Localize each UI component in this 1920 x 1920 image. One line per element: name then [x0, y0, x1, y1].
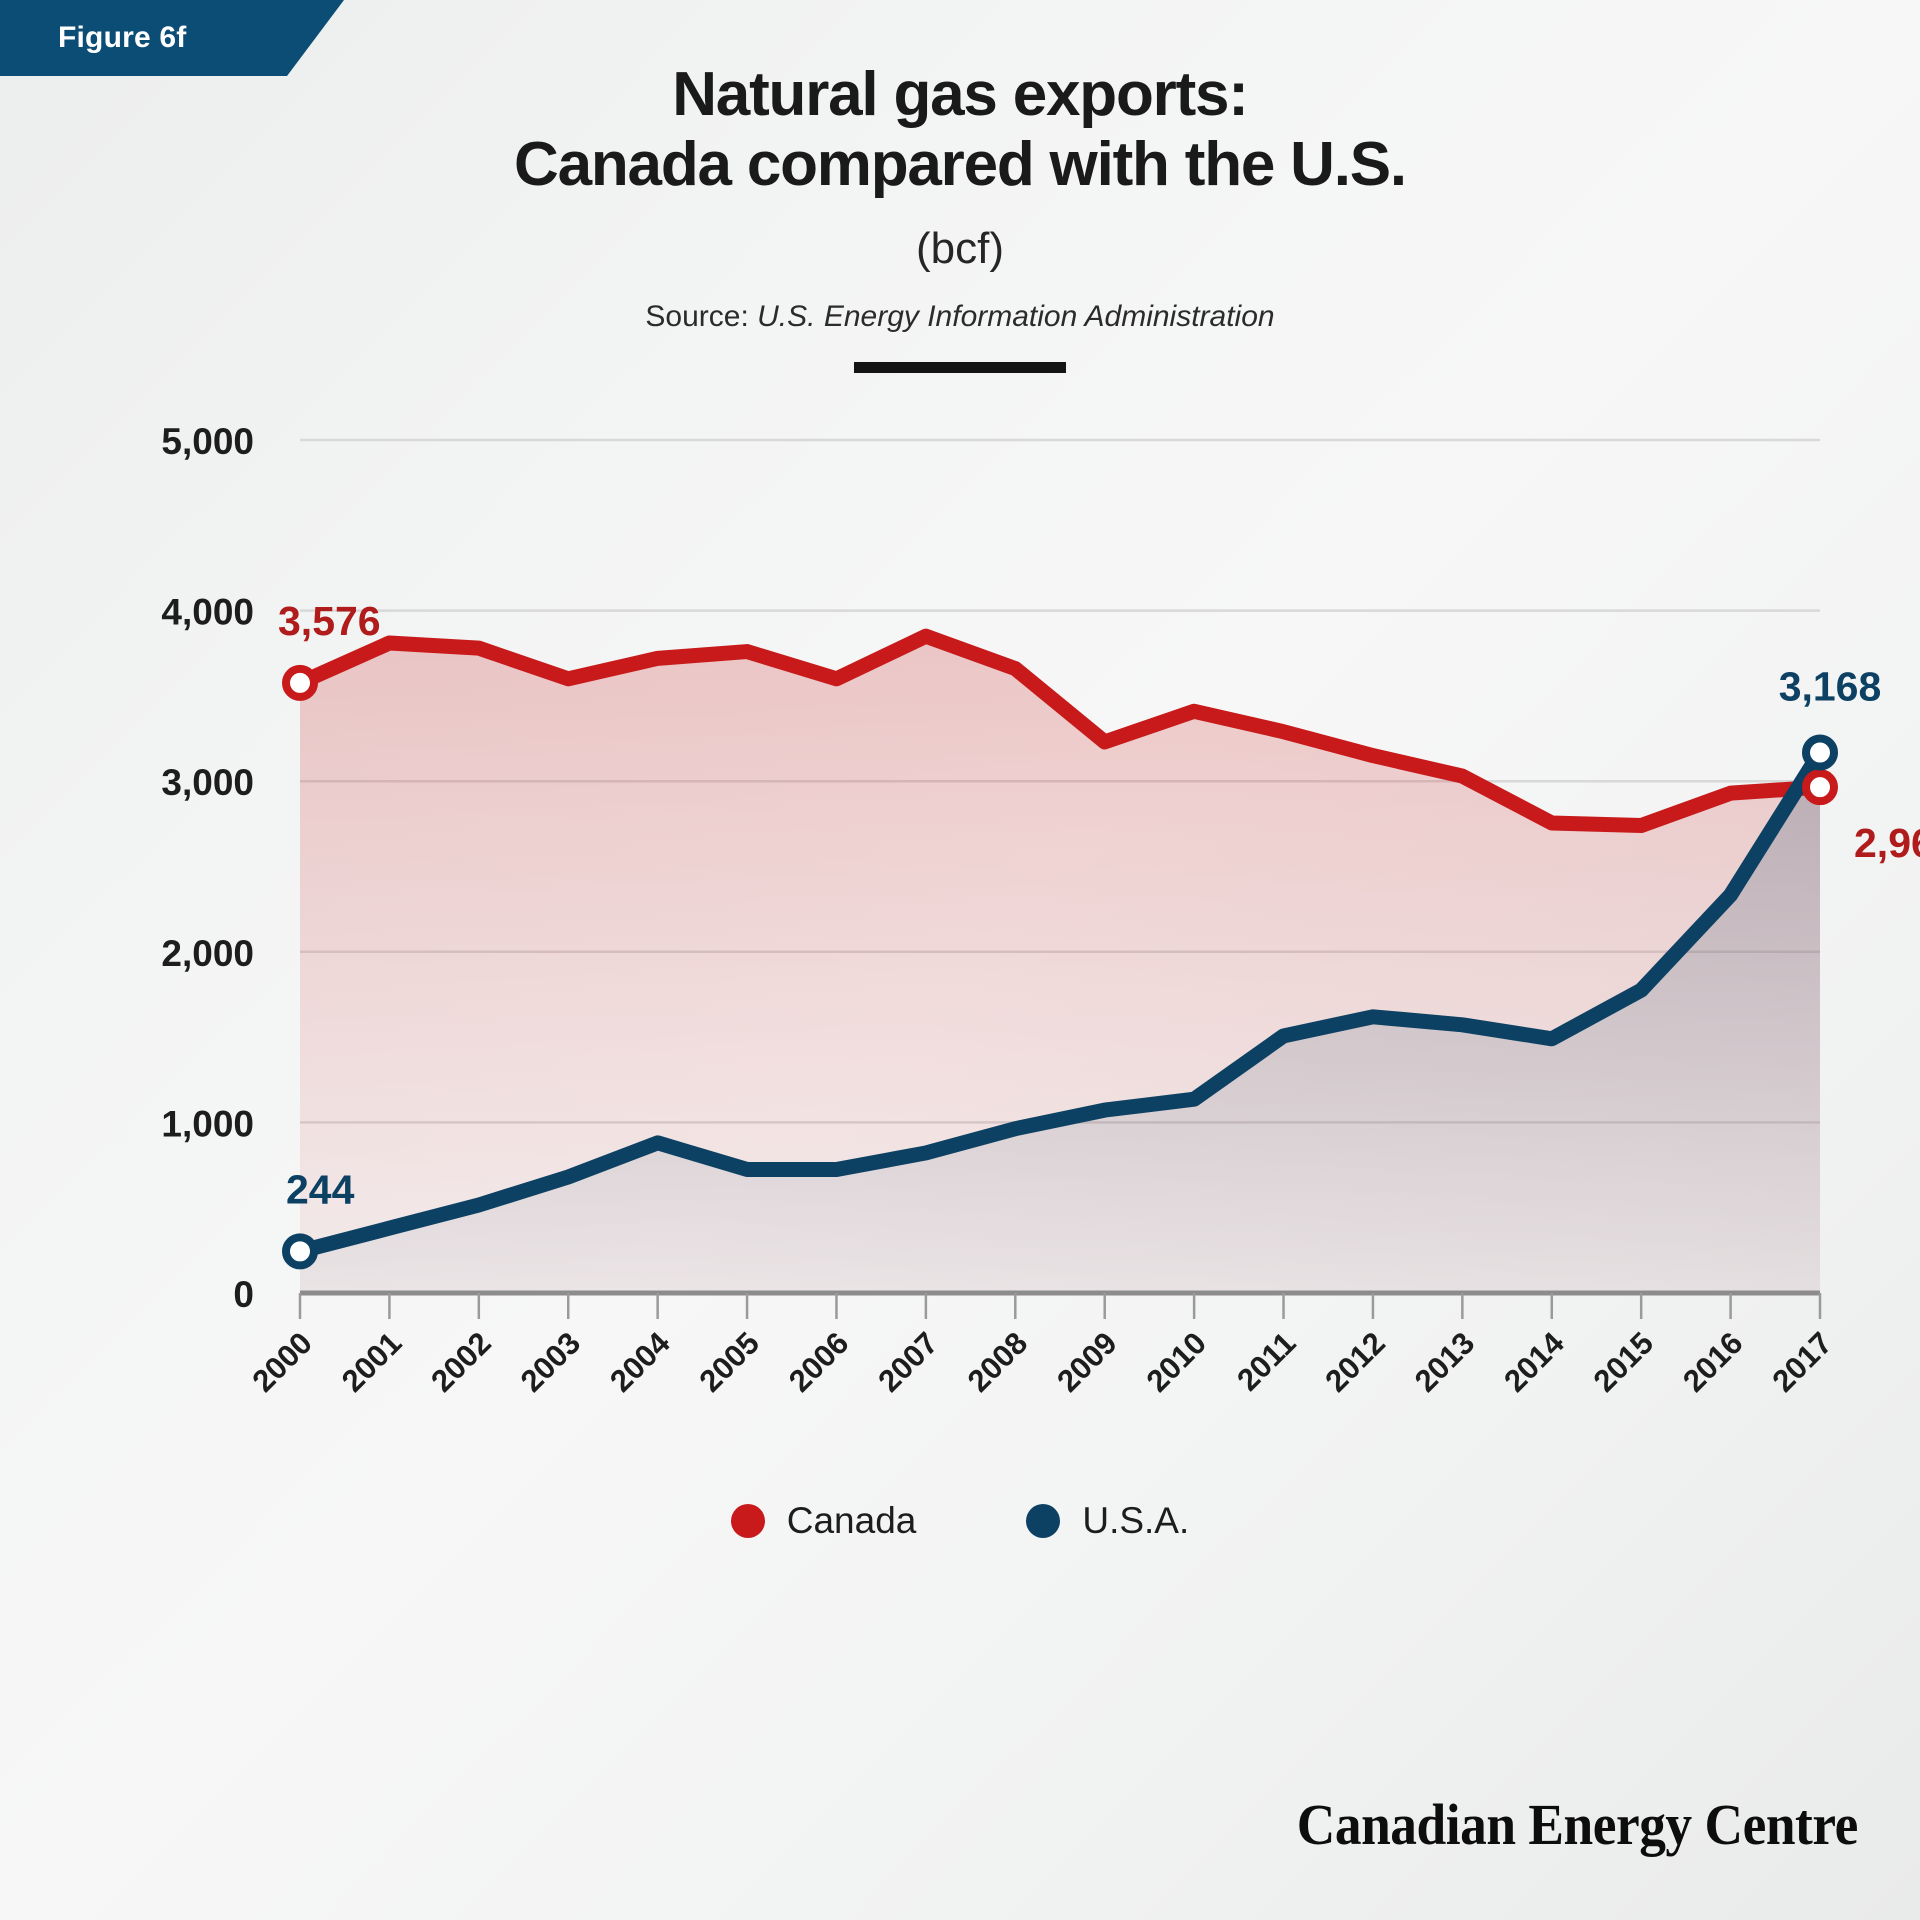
- chart-area: 0 1,000 2,000 3,000 4,000 5,000 2000 2001 2002 2…: [0, 400, 1920, 1520]
- endpoint-marker[interactable]: [282, 664, 318, 701]
- x-axis-tick-label: 2014: [1497, 1325, 1571, 1399]
- usa-first-value-label: 244: [286, 1166, 355, 1212]
- chart-units-label: (bcf): [916, 224, 1004, 274]
- source-prefix: Source:: [645, 300, 758, 334]
- endpoint-markers: [282, 664, 1838, 1270]
- endpoint-marker[interactable]: [1802, 769, 1838, 806]
- y-axis-tick-label: 3,000: [161, 762, 254, 803]
- legend-item-usa[interactable]: U.S.A.: [1026, 1500, 1189, 1542]
- canada-first-value-label: 3,576: [278, 598, 381, 644]
- legend-item-canada[interactable]: Canada: [730, 1500, 917, 1542]
- x-axis-tick-label: 2006: [782, 1325, 856, 1399]
- endpoint-value-labels: 3,576 2,965 244 3,168: [278, 598, 1920, 1212]
- x-axis-tick-label: 2016: [1676, 1325, 1750, 1399]
- x-axis-tick-label: 2005: [692, 1325, 766, 1399]
- usa-last-value-label: 3,168: [1779, 664, 1882, 710]
- x-axis-tick-label: 2015: [1587, 1325, 1661, 1399]
- x-axis-tick-label: 2013: [1408, 1325, 1482, 1399]
- legend-label-canada: Canada: [786, 1500, 917, 1541]
- x-axis-tick-label: 2009: [1050, 1325, 1124, 1399]
- x-axis-tick-label: 2007: [871, 1325, 945, 1399]
- header-divider: [854, 362, 1066, 374]
- legend-label-usa: U.S.A.: [1082, 1500, 1190, 1541]
- x-axis-tick-label: 2002: [424, 1325, 498, 1399]
- series-area-usa: [300, 752, 1820, 1293]
- legend-dot-usa: [1026, 1504, 1061, 1538]
- x-axis-labels: 2000 2001 2002 2003 2004 2005 2006 2007 2008 2009…: [245, 1325, 1839, 1399]
- title-line-1: Natural gas exports:: [672, 60, 1249, 129]
- endpoint-marker[interactable]: [1802, 734, 1838, 771]
- series-line-usa[interactable]: [292, 745, 1828, 1259]
- x-axis-tick-label: 2012: [1318, 1325, 1392, 1399]
- x-axis-tick-label: 2011: [1230, 1325, 1302, 1397]
- series-lines: [292, 628, 1828, 1259]
- endpoint-marker[interactable]: [282, 1233, 318, 1270]
- figure-tag-banner: Figure 6f: [0, 0, 344, 76]
- y-axis-tick-label: 4,000: [161, 592, 254, 633]
- legend-dot-canada: [730, 1504, 765, 1538]
- x-axis-tick-label: 2010: [1140, 1325, 1214, 1399]
- brand-wordmark: Canadian Energy Centre: [1296, 1792, 1859, 1857]
- x-axis-tick-label: 2001: [335, 1325, 409, 1399]
- canada-last-value-label: 2,965: [1854, 820, 1920, 866]
- figure-tag-label: Figure 6f: [58, 21, 187, 54]
- y-axis-tick-label: 1,000: [161, 1103, 254, 1144]
- x-axis-tick-label: 2017: [1765, 1325, 1839, 1399]
- source-name: U.S. Energy Information Administration: [757, 300, 1275, 334]
- y-axis-tick-label: 0: [233, 1274, 254, 1315]
- x-axis-tick-label: 2000: [245, 1325, 319, 1399]
- x-axis-tick-label: 2003: [514, 1325, 588, 1399]
- y-axis-labels: 0 1,000 2,000 3,000 4,000 5,000: [161, 421, 254, 1315]
- y-axis-tick-label: 5,000: [161, 421, 254, 462]
- x-axis-tick-label: 2004: [603, 1325, 677, 1399]
- series-line-canada[interactable]: [292, 628, 1828, 834]
- x-axis-tick-label: 2008: [961, 1325, 1035, 1399]
- series-areas: [300, 636, 1820, 1293]
- source-line: Source: U.S. Energy Information Administ…: [0, 300, 1920, 334]
- page-title: Natural gas exports: Canada compared wit…: [0, 60, 1920, 200]
- title-line-2: Canada compared with the U.S.: [514, 130, 1407, 200]
- chart-header: Natural gas exports: Canada compared wit…: [0, 60, 1920, 374]
- y-axis-tick-label: 2,000: [161, 933, 254, 974]
- x-axis: [298, 1290, 1822, 1319]
- chart-legend: Canada U.S.A.: [0, 1500, 1920, 1542]
